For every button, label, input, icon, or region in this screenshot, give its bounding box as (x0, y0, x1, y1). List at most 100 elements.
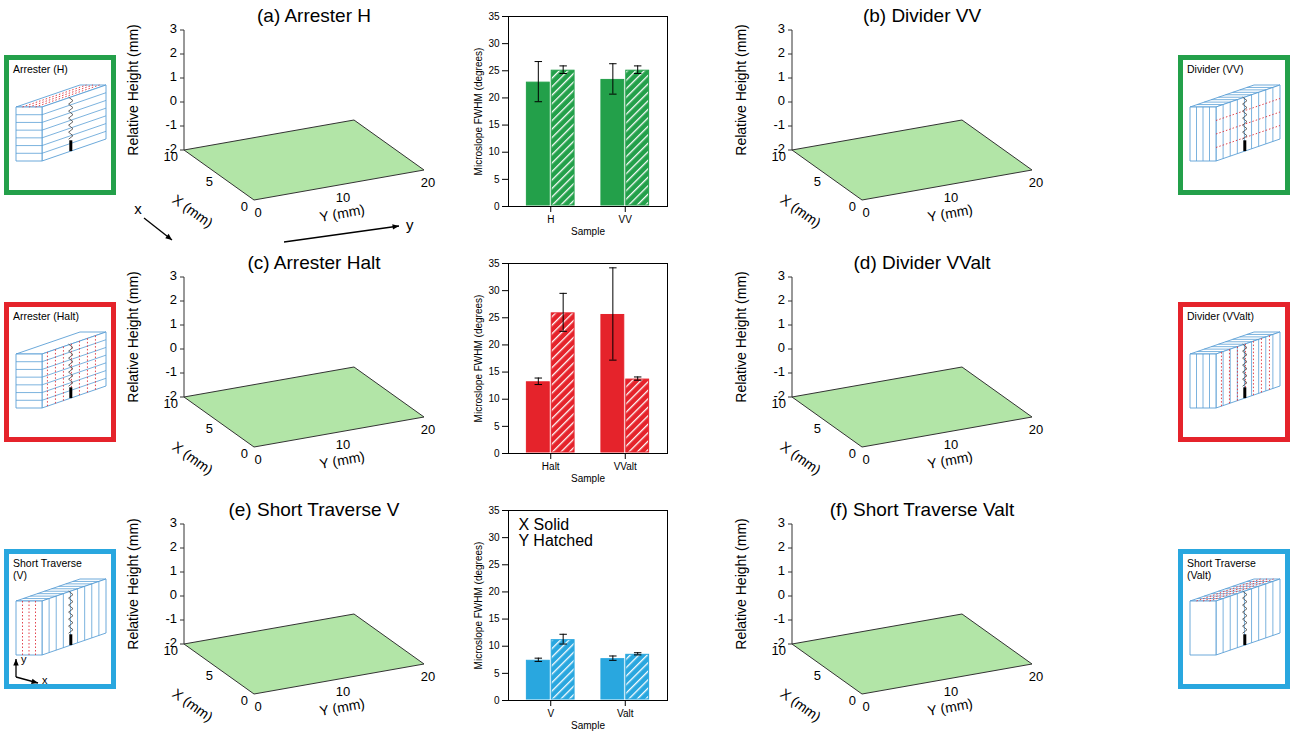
svg-text:2: 2 (778, 539, 785, 554)
svg-text:3: 3 (778, 21, 785, 36)
svg-text:10: 10 (488, 640, 500, 651)
svg-text:0: 0 (241, 693, 248, 708)
svg-text:x: x (42, 674, 48, 686)
svg-text:10: 10 (772, 396, 786, 411)
svg-text:1: 1 (170, 563, 177, 578)
svg-text:30: 30 (488, 285, 500, 296)
svg-text:10: 10 (944, 190, 958, 205)
svg-text:20: 20 (421, 669, 435, 684)
svg-text:0: 0 (241, 199, 248, 214)
svg-text:X (mm): X (mm) (169, 685, 216, 725)
svg-text:30: 30 (488, 532, 500, 543)
svg-text:0: 0 (778, 93, 785, 108)
svg-text:0: 0 (494, 448, 500, 459)
svg-text:10: 10 (164, 396, 178, 411)
svg-text:35: 35 (488, 505, 500, 516)
svg-text:10: 10 (164, 149, 178, 164)
svg-text:Divider (VV): Divider (VV) (1187, 63, 1244, 75)
svg-text:Sample: Sample (571, 226, 605, 237)
svg-text:VV: VV (619, 214, 633, 225)
svg-text:Relative Height (mm): Relative Height (mm) (125, 271, 141, 402)
svg-text:15: 15 (488, 613, 500, 624)
svg-text:25: 25 (488, 312, 500, 323)
svg-text:-1: -1 (165, 117, 177, 132)
svg-text:0: 0 (862, 205, 869, 220)
svg-text:2: 2 (170, 539, 177, 554)
svg-text:Microslope FWHM (degrees): Microslope FWHM (degrees) (473, 48, 484, 176)
svg-text:Microslope FWHM (degrees): Microslope FWHM (degrees) (473, 295, 484, 423)
svg-text:-1: -1 (165, 611, 177, 626)
svg-text:5: 5 (206, 174, 213, 189)
svg-text:20: 20 (421, 175, 435, 190)
svg-text:Valt: Valt (617, 708, 634, 719)
svg-text:25: 25 (488, 559, 500, 570)
svg-text:x: x (134, 200, 142, 217)
svg-text:2: 2 (170, 292, 177, 307)
svg-text:Y (mm): Y (mm) (318, 201, 366, 225)
svg-text:30: 30 (488, 38, 500, 49)
svg-text:20: 20 (1029, 669, 1043, 684)
svg-text:5: 5 (206, 421, 213, 436)
svg-text:VValt: VValt (614, 461, 637, 472)
svg-text:0: 0 (254, 699, 261, 714)
svg-text:10: 10 (336, 437, 350, 452)
svg-text:Sample: Sample (571, 720, 605, 731)
svg-text:10: 10 (772, 643, 786, 658)
svg-text:Relative Height (mm): Relative Height (mm) (125, 24, 141, 155)
svg-text:15: 15 (488, 366, 500, 377)
svg-text:10: 10 (944, 437, 958, 452)
svg-text:2: 2 (170, 45, 177, 60)
svg-text:5: 5 (814, 421, 821, 436)
svg-text:10: 10 (336, 190, 350, 205)
svg-text:Y (mm): Y (mm) (926, 448, 974, 472)
svg-text:5: 5 (814, 668, 821, 683)
svg-text:35: 35 (488, 11, 500, 22)
svg-text:X SolidY Hatched: X SolidY Hatched (519, 516, 593, 549)
svg-text:1: 1 (778, 316, 785, 331)
svg-text:5: 5 (494, 174, 500, 185)
svg-text:H: H (547, 214, 554, 225)
svg-text:0: 0 (862, 699, 869, 714)
svg-text:y: y (21, 653, 27, 665)
svg-text:0: 0 (241, 446, 248, 461)
svg-text:-1: -1 (773, 611, 785, 626)
svg-text:Relative Height (mm): Relative Height (mm) (733, 271, 749, 402)
svg-text:10: 10 (944, 684, 958, 699)
svg-text:0: 0 (494, 201, 500, 212)
svg-text:(e) Short Traverse V: (e) Short Traverse V (228, 499, 399, 520)
svg-text:y: y (406, 216, 414, 233)
svg-text:2: 2 (778, 45, 785, 60)
svg-text:(a) Arrester H: (a) Arrester H (257, 5, 371, 26)
svg-text:0: 0 (862, 452, 869, 467)
svg-text:25: 25 (488, 65, 500, 76)
svg-text:5: 5 (814, 174, 821, 189)
svg-text:0: 0 (778, 587, 785, 602)
svg-text:1: 1 (170, 69, 177, 84)
svg-text:-1: -1 (773, 117, 785, 132)
svg-text:(c) Arrester Halt: (c) Arrester Halt (247, 252, 381, 273)
svg-text:5: 5 (206, 668, 213, 683)
svg-text:V: V (547, 708, 554, 719)
svg-text:0: 0 (170, 340, 177, 355)
svg-text:0: 0 (254, 205, 261, 220)
svg-text:10: 10 (488, 393, 500, 404)
svg-text:3: 3 (170, 268, 177, 283)
svg-text:Y (mm): Y (mm) (926, 201, 974, 225)
svg-text:X (mm): X (mm) (169, 438, 216, 478)
svg-text:0: 0 (170, 587, 177, 602)
svg-text:10: 10 (772, 149, 786, 164)
svg-text:5: 5 (494, 668, 500, 679)
svg-text:0: 0 (778, 340, 785, 355)
svg-text:2: 2 (778, 292, 785, 307)
svg-text:5: 5 (494, 421, 500, 432)
svg-text:Y (mm): Y (mm) (318, 448, 366, 472)
svg-text:20: 20 (488, 92, 500, 103)
svg-text:X (mm): X (mm) (777, 438, 824, 478)
svg-text:Relative Height (mm): Relative Height (mm) (733, 518, 749, 649)
svg-text:X (mm): X (mm) (777, 685, 824, 725)
svg-text:0: 0 (849, 199, 856, 214)
svg-text:1: 1 (778, 563, 785, 578)
svg-text:3: 3 (170, 21, 177, 36)
svg-text:Arrester (Halt): Arrester (Halt) (13, 310, 79, 322)
svg-text:0: 0 (849, 446, 856, 461)
